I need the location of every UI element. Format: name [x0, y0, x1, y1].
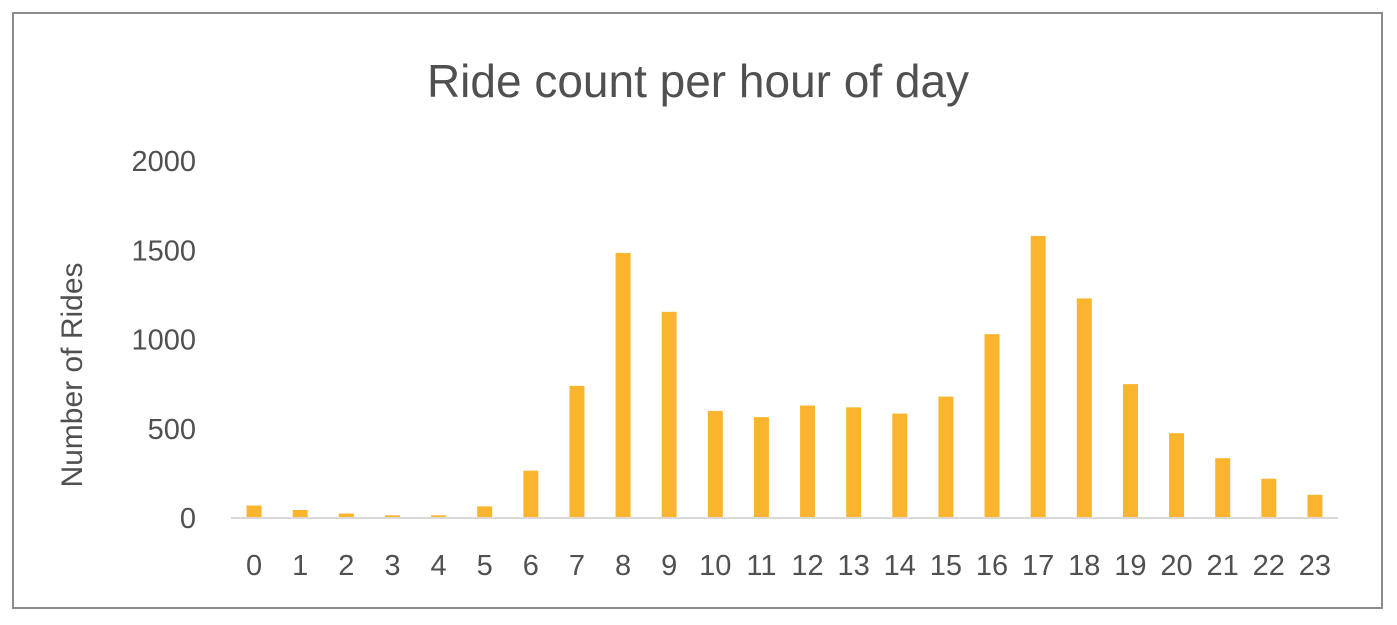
y-tick-label: 1500	[131, 235, 196, 267]
bar	[1030, 235, 1046, 518]
x-tick-label: 4	[430, 550, 446, 582]
bar	[1169, 433, 1185, 518]
x-tick-label: 16	[976, 550, 1008, 582]
bar	[938, 396, 954, 518]
x-tick-label: 8	[615, 550, 631, 582]
bar	[1215, 458, 1231, 518]
y-tick-label: 2000	[131, 146, 196, 178]
bar	[1122, 384, 1138, 518]
x-tick-label: 0	[246, 550, 262, 582]
bar	[523, 470, 539, 518]
bar	[477, 506, 493, 518]
x-tick-label: 15	[930, 550, 962, 582]
x-tick-label: 10	[699, 550, 731, 582]
bar	[1076, 298, 1092, 518]
chart-frame	[12, 12, 1383, 609]
bar	[1307, 494, 1323, 518]
x-tick-label: 14	[884, 550, 916, 582]
bar	[292, 509, 308, 518]
x-tick-label: 18	[1068, 550, 1100, 582]
x-tick-label: 6	[523, 550, 539, 582]
y-tick-label: 500	[148, 414, 196, 446]
x-tick-label: 3	[384, 550, 400, 582]
bar	[800, 405, 816, 518]
x-tick-label: 7	[569, 550, 585, 582]
x-tick-label: 22	[1253, 550, 1285, 582]
x-tick-label: 12	[791, 550, 823, 582]
bar	[892, 413, 908, 518]
x-tick-label: 17	[1022, 550, 1054, 582]
bars	[246, 235, 1323, 519]
bar	[707, 410, 723, 518]
x-tick-label: 19	[1114, 550, 1146, 582]
x-tick-label: 9	[661, 550, 677, 582]
x-tick-label: 21	[1207, 550, 1239, 582]
x-tick-label: 2	[338, 550, 354, 582]
bar	[846, 407, 862, 518]
bar	[661, 311, 677, 518]
x-tick-label: 13	[838, 550, 870, 582]
bar	[1261, 478, 1277, 518]
x-tick-label: 1	[292, 550, 308, 582]
bar	[569, 385, 585, 518]
x-tick-label: 20	[1160, 550, 1192, 582]
bar	[338, 513, 354, 518]
y-axis-title: Number of Rides	[56, 262, 89, 487]
x-tick-label: 23	[1299, 550, 1331, 582]
bar	[246, 505, 262, 518]
y-axis-ticks: 0 500 1000 1500 2000	[131, 146, 196, 535]
chart-title: Ride count per hour of day	[427, 55, 969, 107]
bar	[384, 515, 400, 518]
x-tick-label: 5	[477, 550, 493, 582]
y-tick-label: 0	[180, 503, 196, 535]
bar	[984, 334, 1000, 518]
bar	[753, 417, 769, 518]
bar	[615, 252, 631, 519]
bar	[431, 515, 447, 518]
y-tick-label: 1000	[131, 325, 196, 357]
x-tick-label: 11	[746, 550, 776, 582]
x-axis-ticks: 0 1 2 3 4 5 6 7 8 9 10 11 12 13 14 15 16 17 18 19 20 21 22 23	[246, 550, 1331, 582]
